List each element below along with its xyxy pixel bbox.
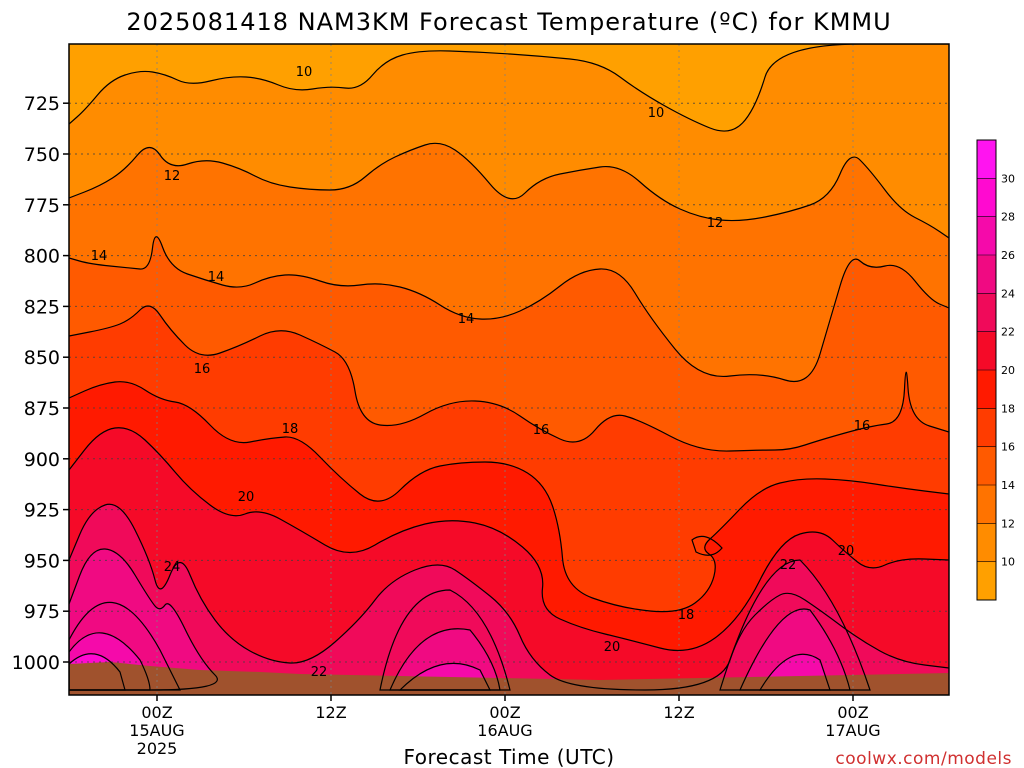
colorbar-label: 22 [1001,326,1015,339]
colorbar-label: 12 [1001,517,1015,530]
contour-label: 12 [707,216,724,231]
colorbar-swatch [977,293,996,333]
plot-area [69,44,949,695]
x-tick-date: 17AUG [825,721,880,740]
contour-14 [69,236,949,382]
colorbar-label: 30 [1001,172,1015,185]
contour-label: 14 [458,312,475,327]
y-tick-label: 800 [24,246,60,268]
chart-title: 2025081418 NAM3KM Forecast Temperature (… [126,8,891,36]
colorbar-label: 18 [1001,402,1015,415]
x-tick-year: 2025 [137,739,178,758]
colorbar-label: 24 [1001,287,1015,300]
contour-12 [69,142,949,239]
x-tick-label: 12Z [315,703,346,722]
colorbar-swatch [977,485,996,524]
contour-lobe-0 [69,601,181,691]
contour-lobe-1 [69,632,151,691]
contour-label: 22 [311,665,328,680]
contour-16 [69,305,949,452]
contour-small-loop [691,535,723,556]
contour-lobe-5 [398,662,491,691]
y-tick-label: 950 [24,550,60,572]
contour-lines [69,44,949,691]
x-tick-label: 00Z [141,703,172,722]
colorbar-swatch [977,255,996,294]
y-axis: 725 750 775 800 825 850 875 900 925 950 975 1000 [12,93,69,674]
contour-label: 10 [648,106,665,121]
y-tick-label: 1000 [12,652,60,674]
y-tick-label: 975 [24,601,60,623]
band-20 [69,427,949,695]
colorbar-label: 28 [1001,211,1015,224]
contour-label: 12 [164,169,181,184]
x-axis-label: Forecast Time (UTC) [403,745,614,768]
y-tick-label: 900 [24,449,60,471]
colorbar-swatch [977,561,996,601]
x-tick-date: 15AUG [129,721,184,740]
contour-lobe-4 [389,628,501,691]
contour-label: 20 [604,640,621,655]
contour-lobe-7 [739,608,851,691]
colorbar-swatch [977,446,996,486]
contour-label: 20 [838,544,855,559]
colorbar-label: 20 [1001,364,1015,377]
colorbar-label: 26 [1001,249,1015,262]
colorbar-swatch [977,216,996,256]
contour-lobe-2 [69,653,126,691]
colorbar-label: 16 [1001,441,1015,454]
ground-surface [69,662,949,695]
colorbar-label: 10 [1001,556,1015,569]
y-tick-label: 750 [24,144,60,166]
colorbar-label: 14 [1001,479,1015,492]
colorbar-swatch [977,408,996,448]
y-tick-label: 725 [24,93,60,115]
y-tick-label: 850 [24,347,60,369]
colorbar-swatch [977,331,996,371]
contour-lobe-8 [758,653,831,691]
y-tick-label: 825 [24,296,60,318]
contour-label: 16 [194,362,211,377]
y-tick-label: 775 [24,195,60,217]
contour-18 [69,381,949,613]
contour-label: 10 [296,65,313,80]
contour-label: 14 [208,270,225,285]
colorbar-swatch [977,178,996,218]
contour-lobe-6 [719,559,871,691]
plot-frame [68,43,950,696]
contour-label: 22 [780,558,797,573]
contour-24 [69,548,218,691]
contour-lobe-3 [379,589,511,691]
contour-20 [69,427,949,651]
colorbar-swatch [977,523,996,563]
contour-label: 16 [854,419,871,434]
colorbar-swatch [977,370,996,409]
contour-label: 14 [91,249,108,264]
contour-22 [69,503,949,691]
contour-10 [69,44,949,132]
y-tick-label: 925 [24,500,60,522]
gridlines [68,43,950,696]
x-tick-date: 16AUG [477,721,532,740]
contour-labels: 10 10 12 12 14 14 14 16 16 16 18 20 24 22 20 18 22 20 [91,65,871,680]
contour-label: 16 [533,423,550,438]
contour-label: 24 [164,560,181,575]
contour-label: 20 [238,490,255,505]
colorbar-swatch [977,140,996,179]
y-tick-label: 875 [24,398,60,420]
contour-label: 18 [678,608,695,623]
x-tick-label: 00Z [489,703,520,722]
contour-label: 18 [282,422,299,437]
x-tick-label: 12Z [663,703,694,722]
x-tick-label: 00Z [837,703,868,722]
colorbar: 10 12 14 16 18 20 22 24 26 28 30 [976,139,1015,601]
credit-text: coolwx.com/models [835,749,1012,768]
